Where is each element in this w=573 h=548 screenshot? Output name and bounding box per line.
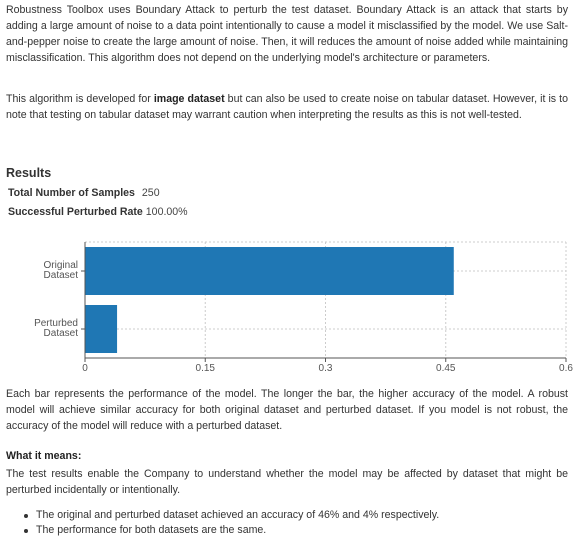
chart-bars [85, 247, 454, 353]
total-samples-row: Total Number of Samples 250 [8, 186, 160, 200]
success-rate-label: Successful Perturbed Rate [8, 206, 143, 218]
bar [85, 247, 454, 295]
x-tick-label: 0.6 [559, 363, 573, 374]
findings-list: The original and perturbed dataset achie… [24, 508, 439, 538]
what-it-means-title: What it means: [6, 450, 82, 462]
finding-item: The performance for both datasets are th… [24, 523, 439, 538]
success-rate-value: 100.00% [145, 206, 188, 218]
chart-explanation: Each bar represents the performance of t… [6, 388, 568, 432]
chart-grid [85, 241, 567, 358]
bar [85, 305, 118, 353]
category-label: Dataset [44, 270, 79, 281]
finding-item: The original and perturbed dataset achie… [24, 508, 439, 523]
category-label: Perturbed [34, 318, 78, 329]
x-tick-label: 0.15 [196, 363, 216, 374]
image-dataset-emphasis: image dataset [153, 93, 225, 105]
intro-paragraph-2-start: This algorithm is developed for [6, 93, 154, 105]
total-samples-label: Total Number of Samples [8, 187, 135, 199]
intro-paragraph-2-end: but can also be used to create noise on … [6, 93, 568, 121]
category-label: Dataset [44, 328, 79, 339]
results-title: Results [6, 166, 52, 180]
x-tick-label: 0.3 [319, 363, 333, 374]
intro-paragraph-1: Robustness Toolbox uses Boundary Attack … [6, 4, 568, 64]
category-label: Original [44, 260, 78, 271]
what-it-means-text: The test results enable the Company to u… [6, 468, 568, 496]
intro-paragraph-2: This algorithm is developed for image da… [6, 91, 568, 123]
success-rate-row: Successful Perturbed Rate 100.00% [8, 205, 188, 219]
x-tick-label: 0.45 [436, 363, 456, 374]
x-tick-label: 0 [82, 363, 88, 374]
total-samples-value: 250 [141, 187, 160, 199]
